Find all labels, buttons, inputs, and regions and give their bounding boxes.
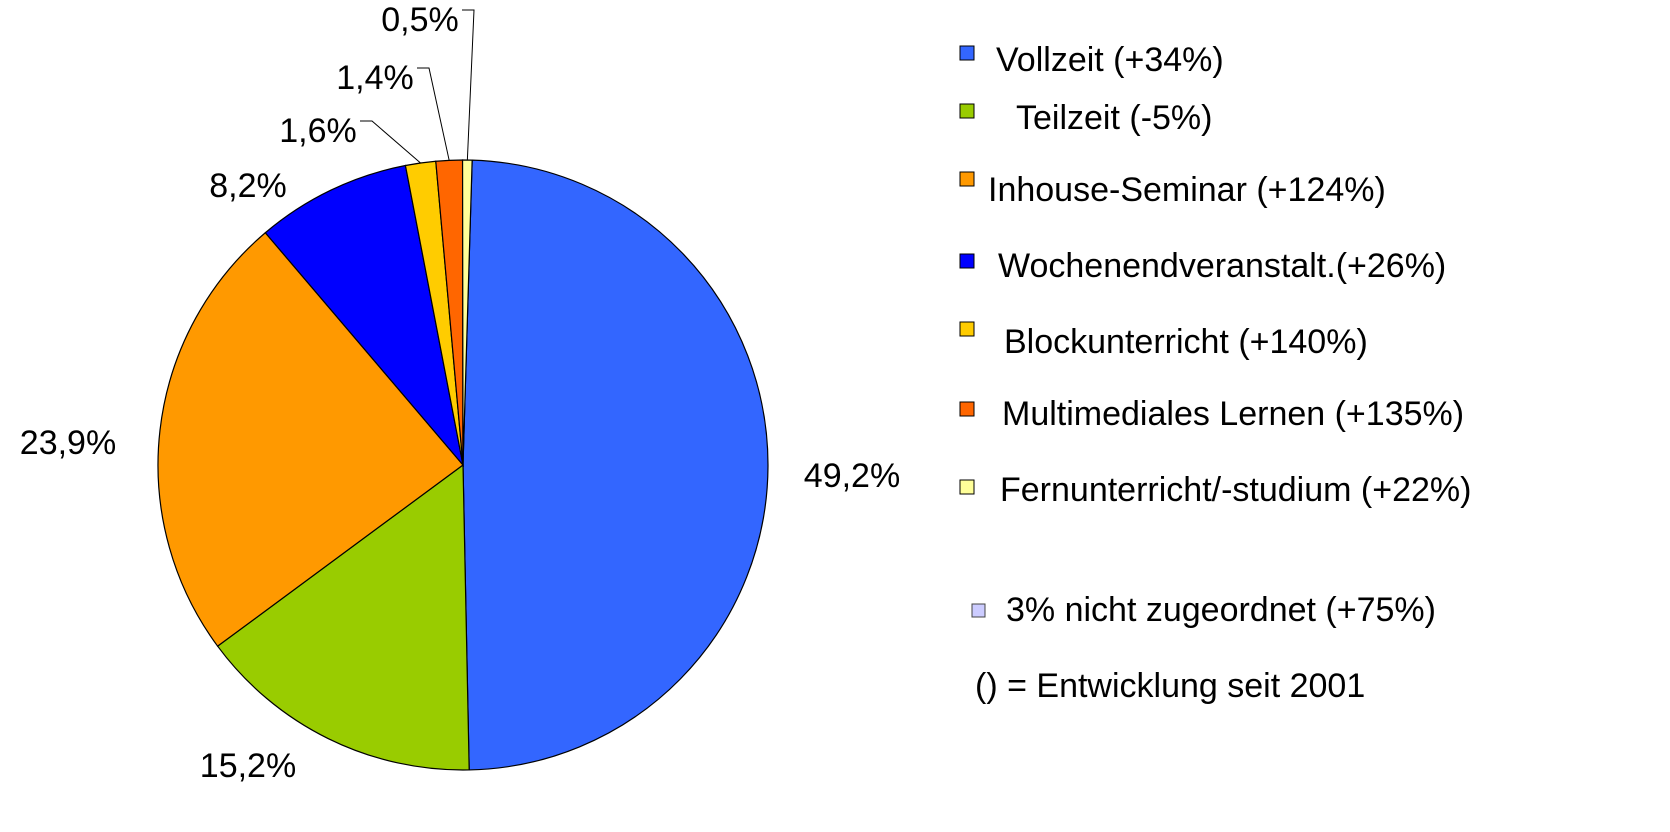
legend-swatch <box>959 171 975 187</box>
legend-label: Multimediales Lernen (+135%) <box>1002 395 1464 433</box>
legend-label: Teilzeit (-5%) <box>1016 99 1212 137</box>
legend-label: 3% nicht zugeordnet (+75%) <box>1006 591 1436 629</box>
leader-line <box>462 9 475 161</box>
slice-label: 0,5% <box>381 1 459 39</box>
slice-label: 49,2% <box>804 457 900 495</box>
pie-slice <box>264 164 465 468</box>
legend-swatch <box>959 401 975 417</box>
legend-label: Vollzeit (+34%) <box>996 41 1224 79</box>
pie-slice <box>157 231 464 648</box>
legend-swatch <box>971 603 986 618</box>
leader-line <box>417 67 450 161</box>
slice-label: 1,4% <box>336 59 414 97</box>
slice-label: 15,2% <box>200 747 296 785</box>
legend-label: Blockunterricht (+140%) <box>1004 323 1368 361</box>
legend-swatch <box>959 321 975 337</box>
legend-swatch <box>959 45 975 61</box>
pie-slice <box>462 159 769 771</box>
slice-label: 23,9% <box>20 424 116 462</box>
legend-swatch <box>959 253 975 269</box>
legend-label: Wochenendveranstalt.(+26%) <box>998 247 1446 285</box>
pie-slice <box>216 463 470 771</box>
slice-label: 8,2% <box>209 167 287 205</box>
legend-label: Inhouse-Seminar (+124%) <box>988 171 1386 209</box>
legend-swatch <box>959 479 975 495</box>
legend-label: Fernunterricht/-studium (+22%) <box>1000 471 1471 509</box>
legend-swatch <box>959 103 975 119</box>
note: () = Entwicklung seit 2001 <box>975 667 1365 705</box>
leader-line <box>360 120 421 164</box>
slice-label: 1,6% <box>279 112 357 150</box>
